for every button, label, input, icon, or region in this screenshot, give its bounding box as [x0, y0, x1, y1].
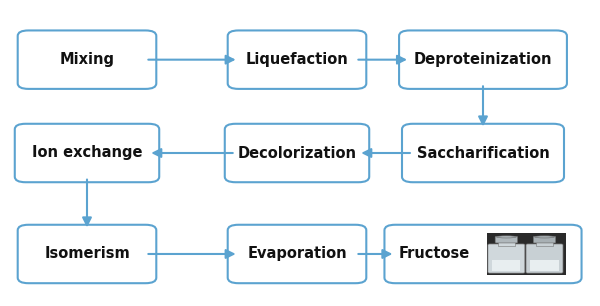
Bar	[498, 242, 515, 246]
Bar	[536, 242, 553, 246]
Text: Saccharification: Saccharification	[416, 145, 550, 161]
Bar	[493, 260, 520, 271]
FancyBboxPatch shape	[526, 244, 563, 273]
FancyBboxPatch shape	[225, 124, 369, 182]
Ellipse shape	[496, 236, 517, 238]
FancyBboxPatch shape	[385, 225, 581, 283]
Text: Fructose: Fructose	[398, 246, 470, 262]
Text: Deproteinization: Deproteinization	[414, 52, 552, 67]
FancyBboxPatch shape	[488, 244, 525, 273]
Text: Ion exchange: Ion exchange	[32, 145, 142, 161]
FancyBboxPatch shape	[495, 236, 518, 243]
FancyBboxPatch shape	[399, 31, 567, 89]
Text: Decolorization: Decolorization	[238, 145, 356, 161]
FancyBboxPatch shape	[227, 31, 366, 89]
FancyBboxPatch shape	[15, 124, 159, 182]
Text: Isomerism: Isomerism	[44, 246, 130, 262]
Ellipse shape	[535, 236, 554, 238]
FancyBboxPatch shape	[533, 236, 556, 243]
FancyBboxPatch shape	[17, 225, 156, 283]
Text: Mixing: Mixing	[59, 52, 115, 67]
Bar	[487, 233, 566, 275]
FancyBboxPatch shape	[17, 31, 156, 89]
Bar	[530, 260, 559, 271]
FancyBboxPatch shape	[227, 225, 366, 283]
Text: Liquefaction: Liquefaction	[245, 52, 349, 67]
Text: Evaporation: Evaporation	[247, 246, 347, 262]
FancyBboxPatch shape	[402, 124, 564, 182]
